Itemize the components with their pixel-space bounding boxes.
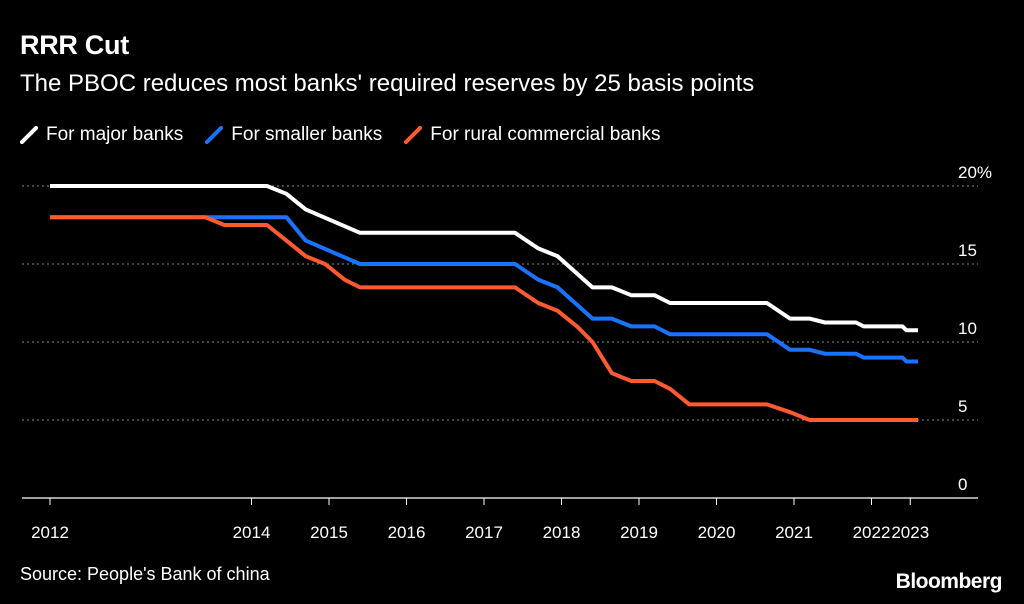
x-tick-label-6: 2019 (620, 523, 658, 542)
series-line-0 (50, 184, 918, 333)
chart-subtitle: The PBOC reduces most banks' required re… (20, 70, 755, 97)
x-tick-label-4: 2017 (465, 523, 503, 542)
x-tick-label-1: 2014 (233, 523, 271, 542)
y-tick-label-2: 10 (958, 319, 977, 338)
y-tick-label-1: 5 (958, 397, 967, 416)
series-line-1 (50, 215, 918, 364)
legend-label-major: For major banks (46, 124, 184, 145)
legend-item-smaller: For smaller banks (205, 124, 382, 146)
chart-legend: For major banks For smaller banks For ru… (20, 124, 682, 146)
x-tick-label-5: 2018 (543, 523, 581, 542)
legend-label-rural: For rural commercial banks (430, 124, 661, 145)
y-tick-label-0: 0 (958, 475, 967, 494)
x-tick-label-3: 2016 (388, 523, 426, 542)
legend-label-smaller: For smaller banks (231, 124, 383, 145)
y-tick-label-3: 15 (958, 241, 977, 260)
x-tick-label-0: 2012 (31, 523, 69, 542)
x-tick-label-9: 2022 (853, 523, 891, 542)
legend-swatch-rural (404, 126, 423, 144)
legend-item-rural: For rural commercial banks (404, 124, 660, 146)
legend-swatch-smaller (205, 126, 224, 144)
source-note: Source: People's Bank of china (20, 564, 270, 584)
chart-title: RRR Cut (20, 30, 129, 60)
x-tick-label-2: 2015 (310, 523, 348, 542)
series-line-2 (50, 215, 918, 422)
legend-item-major: For major banks (20, 124, 183, 146)
x-tick-label-8: 2021 (775, 523, 813, 542)
x-tick-label-10: 2023 (891, 523, 929, 542)
x-tick-label-7: 2020 (698, 523, 736, 542)
y-tick-label-4: 20% (958, 163, 992, 182)
legend-swatch-major (20, 126, 38, 144)
bloomberg-logo: Bloomberg (895, 570, 1003, 593)
